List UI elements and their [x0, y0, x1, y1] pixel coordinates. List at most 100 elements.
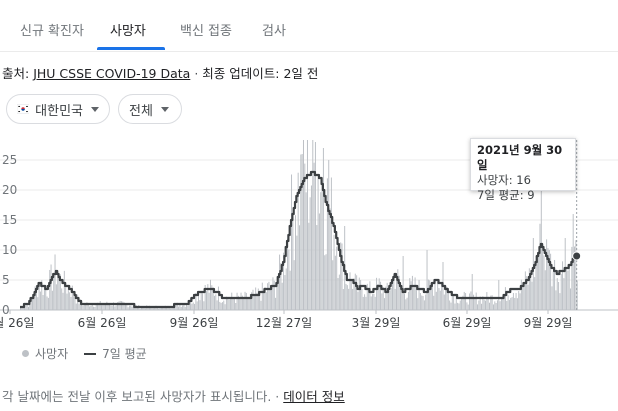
deaths-bar: [63, 270, 65, 310]
deaths-bar: [508, 299, 510, 310]
deaths-bar: [370, 296, 372, 310]
deaths-bar: [510, 297, 512, 310]
deaths-bar: [341, 243, 343, 310]
deaths-bar: [376, 277, 378, 310]
deaths-bar: [206, 291, 207, 310]
deaths-bar: [469, 293, 471, 310]
deaths-bar: [109, 304, 111, 310]
deaths-bar: [507, 295, 509, 310]
deaths-bar: [213, 295, 215, 310]
deaths-bar: [227, 298, 229, 310]
deaths-bar: [499, 301, 501, 310]
deaths-bar: [312, 140, 314, 310]
deaths-bar: [58, 275, 60, 310]
deaths-bar: [458, 303, 460, 310]
deaths-bar: [59, 274, 61, 310]
tab-vaccinations[interactable]: 백신 접종: [180, 24, 232, 39]
deaths-bar: [265, 292, 267, 310]
x-tick-label: 6월 29일: [443, 316, 492, 330]
deaths-bar: [322, 148, 324, 310]
deaths-bar: [203, 301, 205, 310]
deaths-bar: [558, 281, 560, 310]
deaths-bar: [526, 276, 528, 310]
deaths-bar: [419, 293, 421, 310]
scope-dropdown[interactable]: 전체: [118, 94, 182, 124]
deaths-bar: [269, 287, 271, 310]
deaths-bar: [354, 273, 356, 310]
deaths-bar: [356, 275, 358, 310]
chevron-down-icon: [160, 106, 169, 112]
country-dropdown[interactable]: 대한민국: [6, 94, 110, 124]
deaths-bar: [240, 292, 242, 310]
deaths-bar: [433, 295, 435, 310]
deaths-bar: [402, 256, 404, 310]
deaths-bar: [78, 303, 80, 310]
deaths-bar: [208, 292, 210, 310]
deaths-bar: [554, 259, 556, 310]
deaths-bar: [483, 299, 485, 310]
deaths-bar: [427, 279, 429, 310]
deaths-bar: [430, 282, 432, 310]
deaths-bar: [87, 302, 89, 310]
deaths-bar: [295, 215, 297, 310]
last-updated: 최종 업데이트: 2일 전: [202, 66, 319, 81]
deaths-bar: [245, 292, 247, 310]
deaths-bar: [447, 292, 449, 310]
deaths-bar: [515, 292, 517, 310]
deaths-bar: [377, 283, 379, 310]
source-link[interactable]: JHU CSSE COVID-19 Data: [33, 66, 191, 81]
deaths-bar: [381, 293, 383, 310]
deaths-bar: [41, 280, 43, 310]
deaths-bar: [116, 302, 118, 310]
deaths-bar: [449, 300, 451, 310]
deaths-bar: [530, 275, 532, 310]
deaths-bar: [337, 277, 339, 310]
deaths-bar: [244, 291, 246, 310]
deaths-bar: [575, 240, 577, 310]
deaths-bar: [431, 282, 433, 310]
deaths-bar: [477, 304, 479, 310]
deaths-bar: [403, 293, 405, 310]
deaths-bar: [90, 305, 92, 310]
deaths-bar: [346, 285, 348, 310]
deaths-bar: [284, 275, 286, 310]
deaths-bar: [481, 303, 483, 310]
deaths-bar: [46, 296, 48, 310]
deaths-bar: [429, 280, 431, 310]
deaths-bar: [209, 279, 211, 310]
deaths-bar: [560, 273, 562, 310]
deaths-bar: [417, 298, 419, 310]
deaths-bar: [83, 303, 85, 310]
deaths-bar: [467, 304, 469, 310]
deaths-bar: [272, 277, 274, 310]
tooltip-deaths: 사망자: 16: [477, 173, 531, 187]
deaths-bar: [313, 162, 315, 310]
deaths-bar: [421, 295, 423, 310]
deaths-bar: [142, 306, 144, 310]
deaths-bar: [275, 297, 277, 310]
deaths-bar: [394, 288, 396, 310]
deaths-bar: [350, 280, 352, 310]
deaths-bar: [474, 297, 476, 310]
x-tick-label: 12월 27일: [256, 316, 312, 330]
deaths-bar: [332, 260, 334, 310]
data-info-link[interactable]: 데이터 정보: [283, 389, 345, 404]
deaths-bar: [528, 268, 530, 310]
tab-deaths[interactable]: 사망자: [110, 24, 146, 39]
tab-new-cases[interactable]: 신규 확진자: [20, 24, 84, 39]
tab-tests[interactable]: 검사: [262, 24, 286, 39]
deaths-bar: [548, 250, 550, 310]
deaths-bar: [139, 308, 141, 310]
deaths-bar: [67, 286, 69, 310]
highlight-point: [572, 251, 582, 261]
deaths-bar: [365, 296, 367, 310]
deaths-bar: [30, 298, 32, 310]
deaths-bar: [291, 174, 293, 310]
deaths-bar: [546, 239, 548, 310]
deaths-bar: [22, 307, 24, 310]
deaths-bar: [70, 297, 72, 310]
deaths-bar: [415, 288, 417, 310]
deaths-bar: [143, 307, 145, 310]
deaths-bar: [320, 192, 322, 310]
